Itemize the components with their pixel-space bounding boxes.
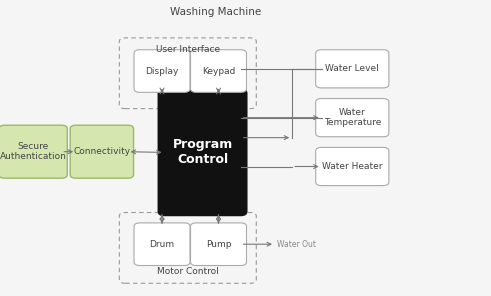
FancyBboxPatch shape [70,125,134,178]
Text: Water Out: Water Out [277,240,316,249]
FancyBboxPatch shape [159,90,246,215]
FancyBboxPatch shape [316,99,389,137]
FancyBboxPatch shape [191,223,246,266]
Text: Water
Temperature: Water Temperature [324,108,381,127]
Text: Secure
Authentication: Secure Authentication [0,142,67,161]
Text: User Interface: User Interface [156,45,220,54]
FancyBboxPatch shape [191,50,246,92]
FancyBboxPatch shape [316,50,389,88]
Text: Water Heater: Water Heater [322,162,382,171]
Text: Keypad: Keypad [202,67,235,75]
Text: Motor Control: Motor Control [157,267,218,276]
Text: Program
Control: Program Control [172,139,233,166]
Text: Washing Machine: Washing Machine [170,7,262,17]
FancyBboxPatch shape [316,147,389,186]
Text: Pump: Pump [206,240,231,249]
Text: Connectivity: Connectivity [73,147,131,156]
Text: Water Level: Water Level [326,64,379,73]
FancyBboxPatch shape [0,125,67,178]
FancyBboxPatch shape [134,50,190,92]
FancyBboxPatch shape [134,223,190,266]
Text: Display: Display [145,67,179,75]
Text: Drum: Drum [149,240,175,249]
